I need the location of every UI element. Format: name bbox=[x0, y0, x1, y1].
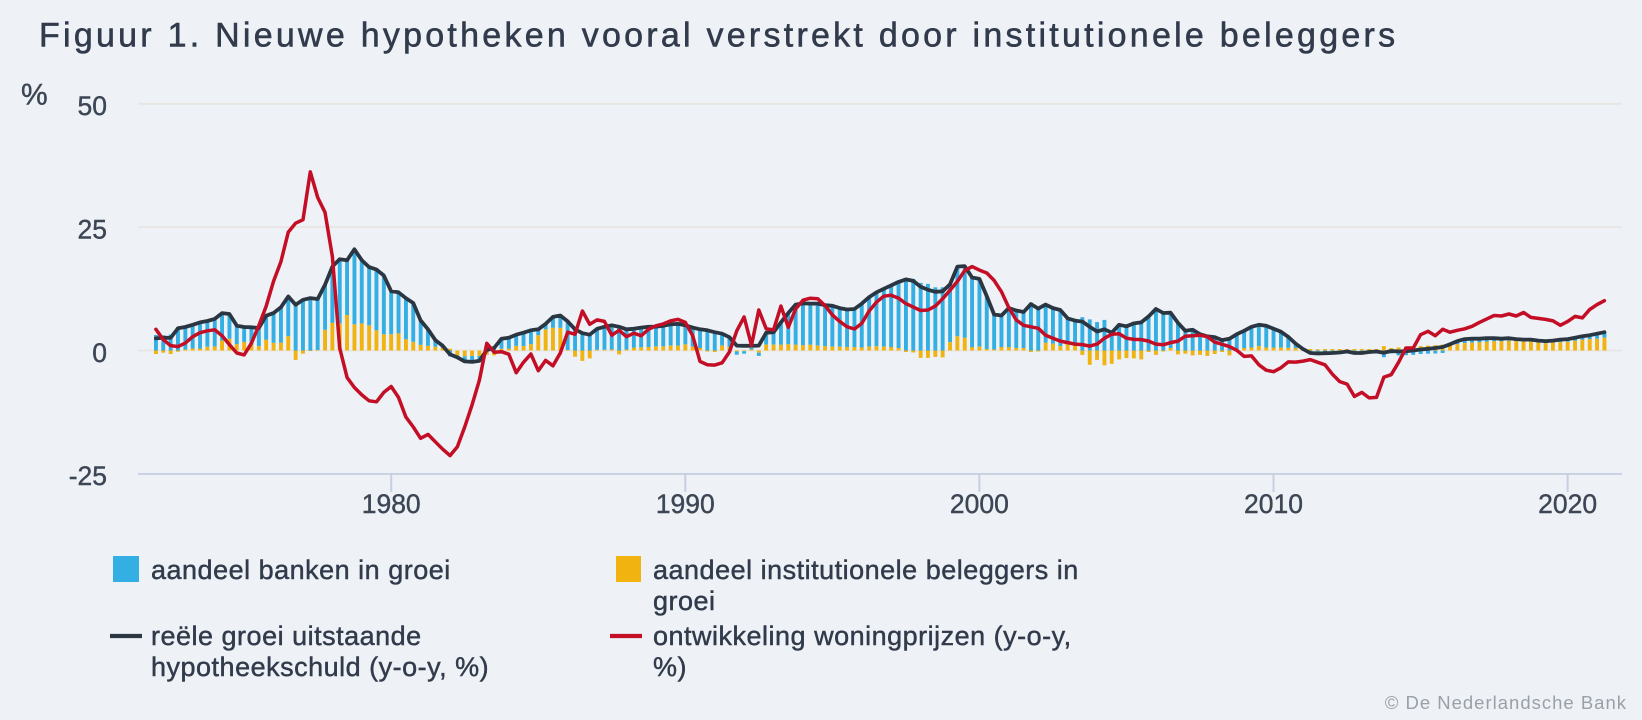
svg-text:1990: 1990 bbox=[656, 489, 715, 519]
svg-text:aandeel banken in groei: aandeel banken in groei bbox=[151, 555, 451, 585]
svg-text:groei: groei bbox=[653, 586, 716, 616]
svg-text:2010: 2010 bbox=[1244, 489, 1303, 519]
svg-text:Figuur 1. Nieuwe hypotheken vo: Figuur 1. Nieuwe hypotheken vooral verst… bbox=[39, 16, 1398, 54]
svg-text:25: 25 bbox=[78, 214, 107, 244]
svg-text:ontwikkeling woningprijzen (y-: ontwikkeling woningprijzen (y-o-y, bbox=[653, 621, 1072, 651]
svg-text:© De Nederlandsche Bank: © De Nederlandsche Bank bbox=[1385, 692, 1627, 713]
svg-text:2020: 2020 bbox=[1538, 489, 1597, 519]
svg-text:%): %) bbox=[653, 652, 687, 682]
svg-text:reële groei uitstaande: reële groei uitstaande bbox=[151, 621, 422, 651]
svg-text:50: 50 bbox=[78, 91, 107, 121]
svg-text:2000: 2000 bbox=[950, 489, 1009, 519]
svg-text:hypotheekschuld (y-o-y, %): hypotheekschuld (y-o-y, %) bbox=[151, 652, 489, 682]
svg-text:1980: 1980 bbox=[362, 489, 421, 519]
svg-text:aandeel institutionele belegge: aandeel institutionele beleggers in bbox=[653, 555, 1079, 585]
svg-text:-25: -25 bbox=[69, 461, 107, 491]
svg-text:%: % bbox=[21, 79, 48, 112]
svg-text:0: 0 bbox=[92, 338, 107, 368]
